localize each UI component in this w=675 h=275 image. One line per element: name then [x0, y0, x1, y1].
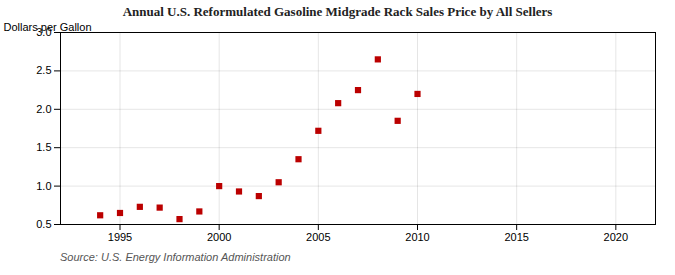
svg-text:2020: 2020: [604, 231, 628, 243]
svg-text:2.0: 2.0: [36, 103, 51, 115]
svg-text:2010: 2010: [405, 231, 429, 243]
svg-text:1995: 1995: [108, 231, 132, 243]
svg-text:0.5: 0.5: [36, 218, 51, 230]
svg-text:1.5: 1.5: [36, 141, 51, 153]
svg-text:2005: 2005: [306, 231, 330, 243]
svg-text:2000: 2000: [207, 231, 231, 243]
html-text:Annual U.S. Reformulated Gasol: Annual U.S. Reformulated Gasoline Midgra…: [122, 4, 553, 19]
svg-text:2.5: 2.5: [36, 64, 51, 76]
svg-text:1.0: 1.0: [36, 180, 51, 192]
svg-text:Dollars per Gallon: Dollars per Gallon: [4, 21, 92, 33]
html-text:Source: U.S. Energy Informatio: Source: U.S. Energy Information Administ…: [60, 251, 291, 263]
svg-text:2015: 2015: [504, 231, 528, 243]
